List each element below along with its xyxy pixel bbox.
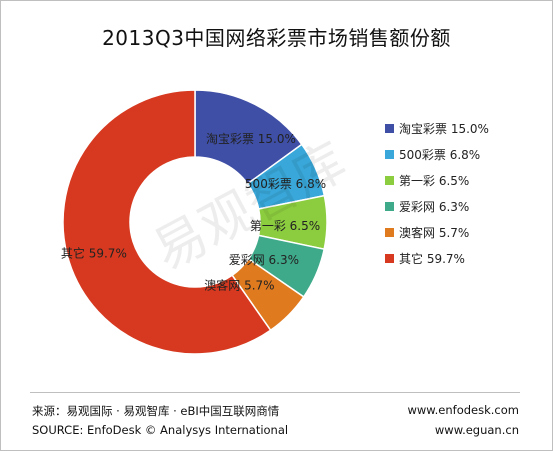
data-label-4: 澳客网 5.7% xyxy=(204,278,274,293)
chart-title: 2013Q3中国网络彩票市场销售额份额 xyxy=(102,26,451,50)
data-label-1: 500彩票 6.8% xyxy=(245,177,326,191)
data-label-3: 爱彩网 6.3% xyxy=(229,253,299,267)
data-label-5: 其它 59.7% xyxy=(61,245,127,260)
legend-label: 淘宝彩票 15.0% xyxy=(399,122,489,136)
legend-label: 爱彩网 6.3% xyxy=(399,200,470,214)
footer-divider xyxy=(30,392,520,393)
legend-swatch xyxy=(385,124,394,133)
legend-swatch xyxy=(385,150,394,159)
source-cn: 来源：易观国际 · 易观智库 · eBI中国互联网商情 xyxy=(32,404,280,418)
legend-label: 澳客网 5.7% xyxy=(399,226,470,240)
legend-label: 500彩票 6.8% xyxy=(399,148,481,162)
url-eguan: www.eguan.cn xyxy=(434,423,519,437)
legend-label: 第一彩 6.5% xyxy=(399,174,470,188)
source-en: SOURCE: EnfoDesk © Analysys Internationa… xyxy=(32,423,289,437)
data-label-2: 第一彩 6.5% xyxy=(250,219,320,233)
legend-swatch xyxy=(385,254,394,263)
legend-swatch xyxy=(385,228,394,237)
legend-label: 其它 59.7% xyxy=(399,252,465,266)
legend-swatch xyxy=(385,176,394,185)
url-enfodesk: www.enfodesk.com xyxy=(407,403,519,417)
slice-5 xyxy=(62,89,272,355)
data-label-0: 淘宝彩票 15.0% xyxy=(206,132,296,146)
legend-swatch xyxy=(385,202,394,211)
